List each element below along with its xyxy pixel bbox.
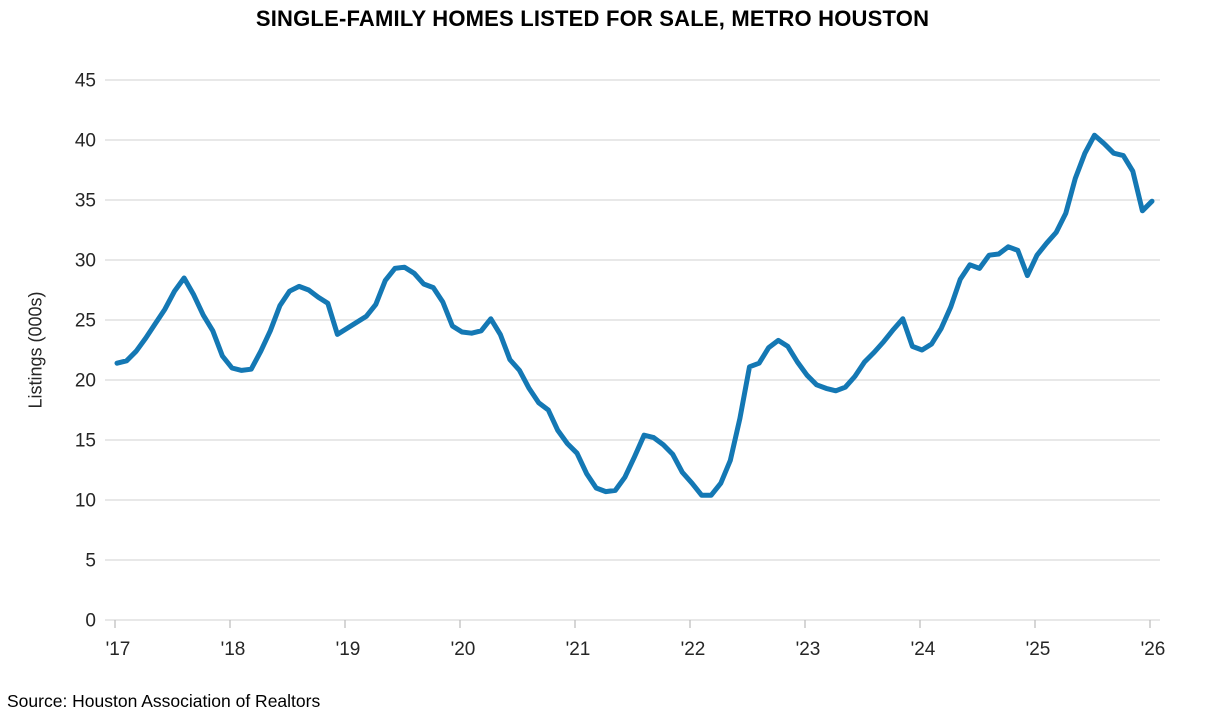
y-tick-label-45: 45	[75, 71, 96, 92]
x-tick-label-17: '17	[106, 639, 131, 660]
x-tick-label-19: '19	[336, 639, 361, 660]
x-tick-label-21: '21	[566, 639, 591, 660]
y-tick-label-10: 10	[75, 491, 96, 512]
x-tick-label-25: '25	[1026, 639, 1051, 660]
chart-title: SINGLE-FAMILY HOMES LISTED FOR SALE, MET…	[255, 6, 930, 31]
listings-line-series	[114, 132, 1155, 498]
x-tick-label-22: '22	[681, 639, 706, 660]
y-tick-label-15: 15	[75, 431, 96, 452]
x-tick-label-24: '24	[911, 639, 936, 660]
x-tick-label-26: '26	[1141, 639, 1166, 660]
y-tick-label-35: 35	[75, 191, 96, 212]
y-tick-label-20: 20	[75, 371, 96, 392]
y-tick-label-40: 40	[75, 131, 96, 152]
y-tick-label-30: 30	[75, 251, 96, 272]
x-tick-label-18: '18	[221, 639, 246, 660]
source-note: Source: Houston Association of Realtors	[7, 691, 321, 711]
x-tick-label-20: '20	[451, 639, 476, 660]
y-tick-label-5: 5	[85, 551, 96, 572]
x-tick-label-23: '23	[796, 639, 821, 660]
y-tick-label-25: 25	[75, 311, 96, 332]
y-tick-label-0: 0	[85, 611, 96, 632]
